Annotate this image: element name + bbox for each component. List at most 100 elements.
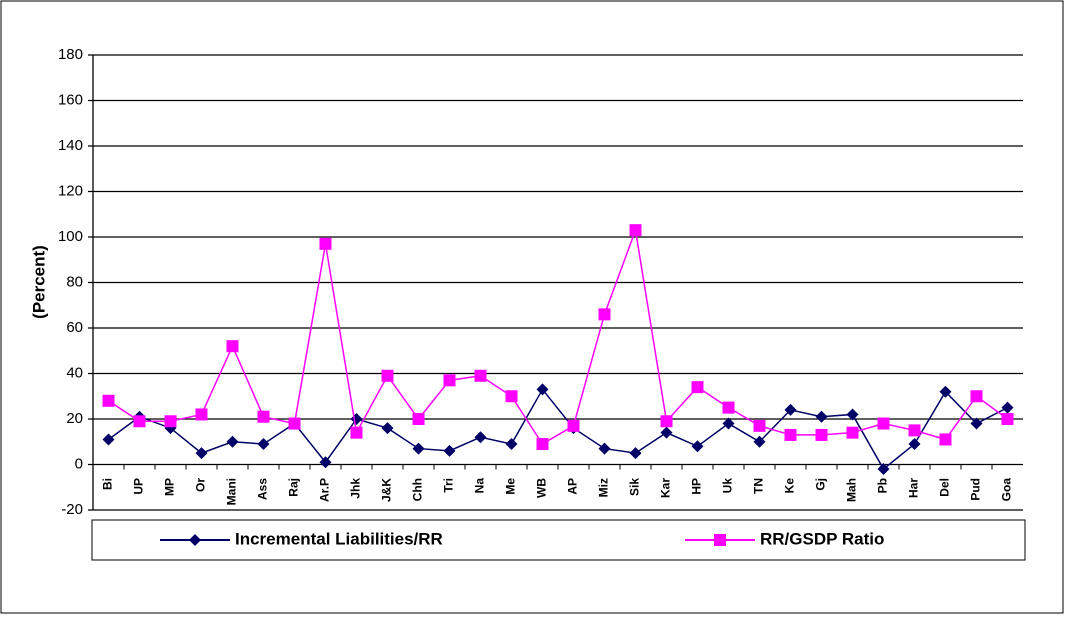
data-point [629, 447, 642, 460]
legend-label: Incremental Liabilities/RR [235, 529, 443, 548]
data-point [691, 440, 704, 453]
x-tick-label: Goa [1000, 478, 1014, 502]
legend-marker [714, 534, 726, 546]
y-tick-label: 60 [66, 319, 83, 336]
data-point [815, 428, 828, 441]
data-point [939, 433, 952, 446]
y-tick-label: 180 [58, 46, 83, 63]
x-tick-label: Miz [597, 478, 611, 497]
data-point [877, 463, 890, 476]
x-tick-label: Raj [287, 478, 301, 497]
data-point [350, 426, 363, 439]
x-tick-label: Har [907, 478, 921, 498]
legend-label: RR/GSDP Ratio [760, 529, 884, 548]
data-point [319, 237, 332, 250]
x-tick-label: Or [194, 478, 208, 492]
data-point [598, 442, 611, 455]
x-tick-label: Ass [256, 478, 270, 500]
data-point [908, 424, 921, 437]
data-point [474, 431, 487, 444]
x-tick-label: Bi [101, 478, 115, 490]
y-tick-label: 140 [58, 137, 83, 154]
data-point [505, 438, 518, 451]
data-point [784, 403, 797, 416]
y-tick-label: 20 [66, 410, 83, 427]
data-point [629, 224, 642, 237]
data-point [784, 428, 797, 441]
data-point [288, 417, 301, 430]
data-point [877, 417, 890, 430]
y-tick-label: 100 [58, 228, 83, 245]
x-tick-label: Mah [845, 478, 859, 502]
data-point [474, 369, 487, 382]
x-tick-label: TN [752, 478, 766, 494]
data-point [598, 308, 611, 321]
x-tick-label: Del [938, 478, 952, 497]
x-tick-label: HP [690, 478, 704, 495]
x-tick-label: Pb [876, 478, 890, 493]
data-point [226, 435, 239, 448]
data-point [660, 415, 673, 428]
y-tick-label: 120 [58, 182, 83, 199]
data-point [970, 390, 983, 403]
data-point [846, 426, 859, 439]
data-point [536, 438, 549, 451]
data-point [815, 410, 828, 423]
data-point [102, 433, 115, 446]
y-tick-label: 40 [66, 364, 83, 381]
data-point [412, 442, 425, 455]
data-point [660, 426, 673, 439]
data-point [939, 385, 952, 398]
data-point [908, 438, 921, 451]
data-point [319, 456, 332, 469]
x-tick-label: Chh [411, 478, 425, 501]
y-tick-label: -20 [61, 501, 83, 518]
data-point [722, 417, 735, 430]
x-tick-label: Tri [442, 478, 456, 493]
data-point [164, 415, 177, 428]
y-tick-label: 80 [66, 273, 83, 290]
y-tick-label: 160 [58, 91, 83, 108]
legend [91, 519, 1026, 561]
data-point [970, 417, 983, 430]
data-point [381, 422, 394, 435]
data-point [412, 413, 425, 425]
data-point [257, 438, 270, 451]
data-point [846, 408, 859, 421]
x-tick-label: Sik [628, 478, 642, 496]
data-point [443, 374, 456, 387]
x-tick-label: Gj [814, 478, 828, 491]
data-point [722, 401, 735, 414]
data-point [753, 435, 766, 448]
data-point [102, 394, 115, 407]
x-tick-label: UP [132, 478, 146, 495]
x-tick-label: Jhk [349, 478, 363, 499]
data-point [753, 419, 766, 432]
x-tick-label: WB [535, 478, 549, 498]
x-tick-label: Ke [783, 478, 797, 494]
x-tick-label: Ar.P [318, 478, 332, 502]
data-point [536, 383, 549, 396]
data-point [505, 390, 518, 403]
x-tick-label: Uk [721, 478, 735, 494]
data-point [195, 408, 208, 421]
data-point [133, 415, 146, 428]
x-tick-label: Me [504, 478, 518, 495]
x-tick-label: Na [473, 478, 487, 494]
data-point [1001, 413, 1014, 425]
data-point [257, 410, 270, 423]
y-axis-label: (Percent) [29, 245, 48, 319]
x-tick-label: Mani [225, 478, 239, 505]
data-point [567, 419, 580, 432]
data-point [195, 447, 208, 460]
y-tick-label: 0 [75, 455, 83, 472]
data-point [1001, 401, 1014, 414]
data-point [443, 444, 456, 457]
x-tick-label: AP [566, 478, 580, 495]
data-point [381, 369, 394, 382]
legend-marker [189, 534, 201, 546]
data-point [691, 381, 704, 394]
x-tick-label: MP [163, 478, 177, 496]
